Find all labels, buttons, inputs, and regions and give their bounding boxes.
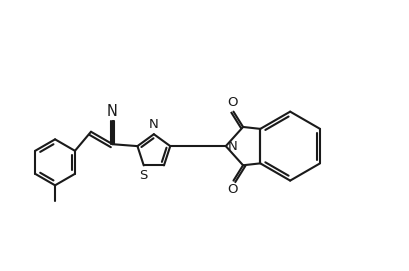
- Text: S: S: [139, 169, 148, 182]
- Text: O: O: [227, 183, 238, 196]
- Text: O: O: [227, 96, 238, 109]
- Text: N: N: [149, 118, 159, 131]
- Text: N: N: [107, 104, 118, 119]
- Text: N: N: [228, 140, 238, 153]
